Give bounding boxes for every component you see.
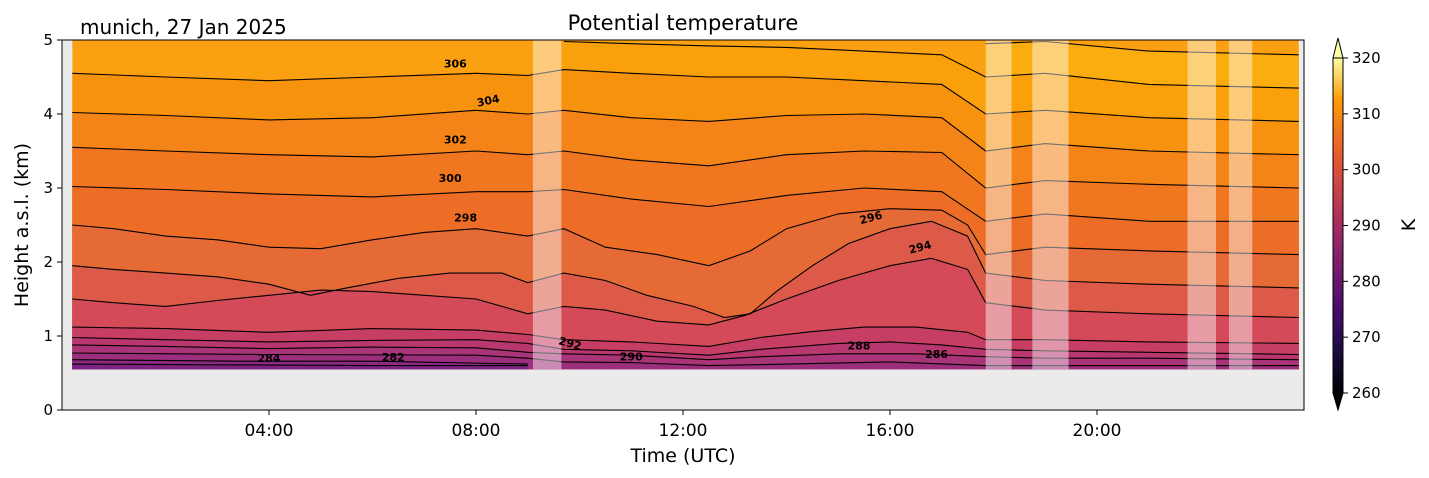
x-tick-label: 08:00 — [452, 421, 501, 441]
isentrope-contours — [72, 40, 1299, 367]
colorbar-tick-label: 300 — [1352, 161, 1381, 179]
masked-period-0 — [532, 40, 562, 370]
colorbar-extend-min — [1332, 392, 1344, 412]
contour-label: 290 — [620, 350, 643, 363]
y-tick-label: 1 — [43, 327, 53, 345]
contour-label: 286 — [925, 348, 948, 361]
field-band-282 — [72, 364, 528, 370]
contour-line-292 — [72, 326, 1299, 347]
contour-label: 294 — [907, 238, 933, 257]
contour-label: 288 — [847, 339, 870, 352]
contour-line-300 — [72, 185, 1299, 222]
colorbar-tick-label: 260 — [1352, 384, 1381, 402]
y-tick-label: 2 — [43, 253, 53, 271]
x-axis: 04:00 08:00 12:00 16:00 20:00 — [245, 410, 1122, 441]
colorbar: 260 270 280 290 300 310 320 K — [1332, 37, 1420, 412]
colorbar-tick-label: 310 — [1352, 105, 1381, 123]
y-tick-label: 3 — [43, 179, 53, 197]
contour-line-294 — [72, 257, 1299, 326]
contour-line-310 — [985, 40, 1299, 56]
contour-line-290 — [72, 336, 1299, 356]
contour-label: 292 — [557, 334, 583, 353]
contour-label: 282 — [382, 351, 405, 364]
contour-label: 304 — [476, 92, 502, 110]
colorbar-tick-label: 280 — [1352, 272, 1381, 290]
x-tick-label: 20:00 — [1073, 421, 1122, 441]
masked-periods — [532, 40, 1253, 370]
contour-line-302 — [72, 146, 1299, 189]
contour-label: 306 — [444, 57, 467, 70]
masked-period-3 — [1187, 40, 1217, 370]
contour-labels: 306 304 302 300 298 296 294 292 290 288 286 284 282 — [258, 57, 949, 365]
contour-line-304 — [72, 109, 1299, 156]
y-tick-label: 5 — [43, 31, 53, 49]
colorbar-ticks: 260 270 280 290 300 310 320 — [1343, 49, 1381, 402]
contour-line-282 — [72, 363, 528, 367]
contour-line-306 — [72, 69, 1299, 122]
colorbar-tick-label: 290 — [1352, 217, 1381, 235]
contour-label: 284 — [258, 352, 281, 365]
contour-label: 296 — [858, 209, 884, 228]
masked-period-4 — [1228, 40, 1253, 370]
y-axis-label: Height a.s.l. (km) — [11, 143, 33, 307]
x-tick-label: 04:00 — [245, 421, 294, 441]
y-tick-label: 0 — [43, 401, 53, 419]
chart-subtitle: munich, 27 Jan 2025 — [80, 15, 287, 39]
colorbar-tick-label: 320 — [1352, 49, 1381, 67]
colorbar-label: K — [1398, 218, 1420, 231]
contour-label: 300 — [439, 172, 462, 185]
masked-period-1 — [985, 40, 1012, 370]
contour-line-288 — [72, 344, 1299, 361]
temperature-field — [72, 40, 1299, 370]
plot-area: 306 304 302 300 298 296 294 292 290 288 286 284 282 — [61, 39, 1305, 411]
chart-title: Potential temperature — [568, 11, 799, 35]
contour-line-308 — [563, 40, 1299, 89]
contour-label: 298 — [454, 211, 477, 224]
contour-line-298 — [72, 208, 1299, 267]
masked-period-2 — [1032, 40, 1069, 370]
colorbar-gradient — [1332, 57, 1344, 394]
colorbar-tick-label: 270 — [1352, 328, 1381, 346]
colorbar-extend-max — [1332, 37, 1344, 59]
x-axis-label: Time (UTC) — [629, 445, 735, 467]
contour-line-284 — [72, 359, 528, 365]
y-axis: 0 1 2 3 4 5 — [43, 31, 62, 419]
x-tick-label: 12:00 — [659, 421, 708, 441]
contour-line-296 — [72, 220, 1299, 319]
y-tick-label: 4 — [43, 105, 53, 123]
contour-line-286 — [72, 352, 1299, 367]
x-tick-label: 16:00 — [866, 421, 915, 441]
contour-label: 302 — [444, 134, 467, 147]
